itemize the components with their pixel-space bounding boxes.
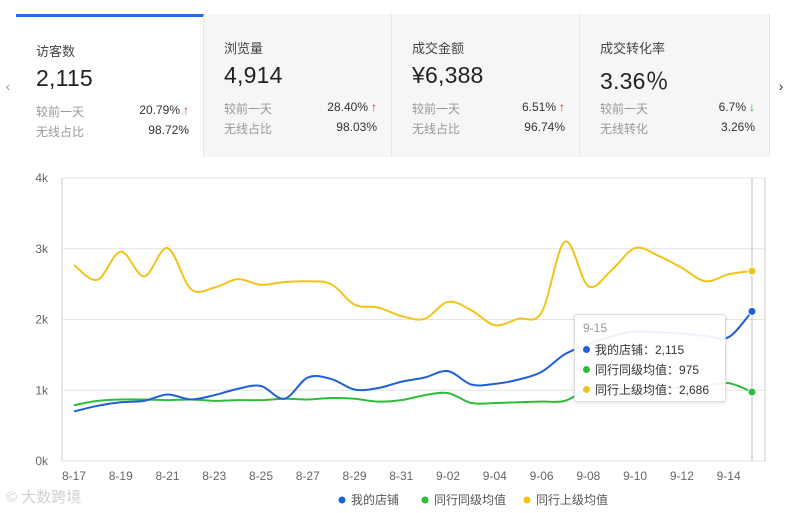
kpi-compare-value: 28.40% [327, 100, 368, 114]
tooltip-title: 9-15 [583, 321, 608, 335]
series-point-2 [747, 266, 757, 276]
kpi-compare-label: 较前一天 [36, 105, 85, 119]
tooltip-line-my-store: 我的店铺：2,115 [583, 341, 684, 358]
kpi-share-value: 98.72% [148, 123, 189, 137]
kpi-label: 访客数 [36, 44, 76, 59]
x-tick-label: 8-25 [249, 469, 273, 483]
x-tick-label: 9-14 [717, 469, 741, 483]
legend-dot-icon [523, 496, 531, 504]
y-tick-label: 2k [35, 313, 49, 327]
kpi-compare-label: 较前一天 [600, 102, 649, 116]
x-tick-label: 8-21 [156, 469, 180, 483]
x-tick-label: 9-04 [483, 469, 507, 483]
kpi-bar: ‹ 访客数 2,115 较前一天 20.79% ↑ 无线占比 98.72% 浏览量… [0, 14, 791, 157]
kpi-label: 成交转化率 [600, 41, 666, 56]
x-tick-label: 8-27 [296, 469, 320, 483]
kpi-compare-row: 较前一天 6.51% ↑ [412, 100, 565, 117]
kpi-compare-row: 较前一天 6.7% ↓ [600, 100, 755, 117]
y-tick-label: 1k [35, 383, 49, 397]
kpi-value: 3.36％ [600, 68, 669, 94]
legend-label: 同行同级均值 [434, 492, 506, 507]
kpi-card-sales[interactable]: 成交金额 ¥6,388 较前一天 6.51% ↑ 无线占比 96.74% [392, 14, 580, 157]
series-dot-icon [583, 366, 590, 373]
kpi-value: ¥6,388 [412, 62, 484, 88]
kpi-compare-value: 6.51% [521, 100, 556, 114]
arrow-up-icon: ↑ [183, 103, 189, 117]
kpi-share-row: 无线占比 98.72% [36, 123, 189, 140]
kpi-share-label: 无线转化 [600, 122, 649, 136]
series-dot-icon [583, 386, 590, 393]
kpi-card-conversion[interactable]: 成交转化率 3.36％ 较前一天 6.7% ↓ 无线转化 3.26% [580, 14, 770, 157]
tooltip-text: 同行上级均值：2,686 [595, 383, 710, 397]
watermark-logo: © 大数跨境 [6, 489, 82, 506]
kpi-share-row: 无线占比 96.74% [412, 120, 565, 137]
x-tick-label: 8-31 [389, 469, 413, 483]
tooltip-line-peer-upper: 同行上级均值：2,686 [583, 381, 709, 398]
tooltip-line-peer-same: 同行同级均值：975 [583, 361, 699, 378]
y-tick-label: 3k [35, 242, 49, 256]
x-tick-label: 8-17 [62, 469, 86, 483]
arrow-up-icon: ↑ [371, 100, 377, 114]
kpi-compare-label: 较前一天 [412, 102, 461, 116]
kpi-card-pageviews[interactable]: 浏览量 4,914 较前一天 28.40% ↑ 无线占比 98.03% [204, 14, 392, 157]
x-tick-label: 9-08 [576, 469, 600, 483]
y-tick-label: 4k [35, 171, 49, 185]
x-tick-label: 9-06 [530, 469, 554, 483]
x-tick-label: 8-23 [202, 469, 226, 483]
arrow-down-icon: ↓ [749, 100, 755, 114]
chart-tooltip: 9-15 我的店铺：2,115 同行同级均值：975 同行上级均值：2,686 [574, 314, 726, 402]
legend-dot-icon [338, 496, 346, 504]
kpi-share-label: 无线占比 [412, 122, 461, 136]
kpi-compare-label: 较前一天 [224, 102, 273, 116]
tooltip-text: 同行同级均值：975 [595, 363, 700, 377]
arrow-up-icon: ↑ [559, 100, 565, 114]
kpi-compare-row: 较前一天 20.79% ↑ [36, 103, 189, 120]
kpi-value: 2,115 [36, 65, 93, 91]
kpi-share-value: 3.26% [720, 120, 755, 134]
kpi-share-row: 无线转化 3.26% [600, 120, 755, 137]
x-tick-label: 9-10 [623, 469, 647, 483]
legend-dot-icon [421, 496, 429, 504]
next-arrow-icon[interactable]: › [773, 14, 789, 157]
series-dot-icon [583, 346, 590, 353]
kpi-compare-row: 较前一天 28.40% ↑ [224, 100, 377, 117]
legend-label: 同行上级均值 [536, 492, 608, 507]
kpi-share-label: 无线占比 [36, 125, 85, 139]
prev-arrow-icon[interactable]: ‹ [0, 14, 16, 157]
kpi-label: 成交金额 [412, 41, 465, 56]
kpi-compare-value: 20.79% [139, 103, 180, 117]
kpi-share-value: 96.74% [524, 120, 565, 134]
kpi-share-row: 无线占比 98.03% [224, 120, 377, 137]
kpi-value: 4,914 [224, 62, 283, 88]
series-point-0 [747, 306, 757, 316]
kpi-compare-value: 6.7% [718, 100, 746, 114]
x-tick-label: 9-02 [436, 469, 460, 483]
series-point-1 [747, 387, 757, 397]
series-line-2 [73, 240, 753, 327]
y-tick-label: 0k [35, 454, 49, 468]
kpi-share-value: 98.03% [336, 120, 377, 134]
kpi-label: 浏览量 [224, 41, 264, 56]
x-tick-label: 9-12 [670, 469, 694, 483]
tooltip-text: 我的店铺：2,115 [595, 343, 685, 357]
kpi-card-visitors[interactable]: 访客数 2,115 较前一天 20.79% ↑ 无线占比 98.72% [16, 14, 204, 157]
legend-label: 我的店铺 [351, 492, 399, 507]
x-tick-label: 8-29 [343, 469, 367, 483]
x-tick-label: 8-19 [109, 469, 133, 483]
kpi-share-label: 无线占比 [224, 122, 273, 136]
